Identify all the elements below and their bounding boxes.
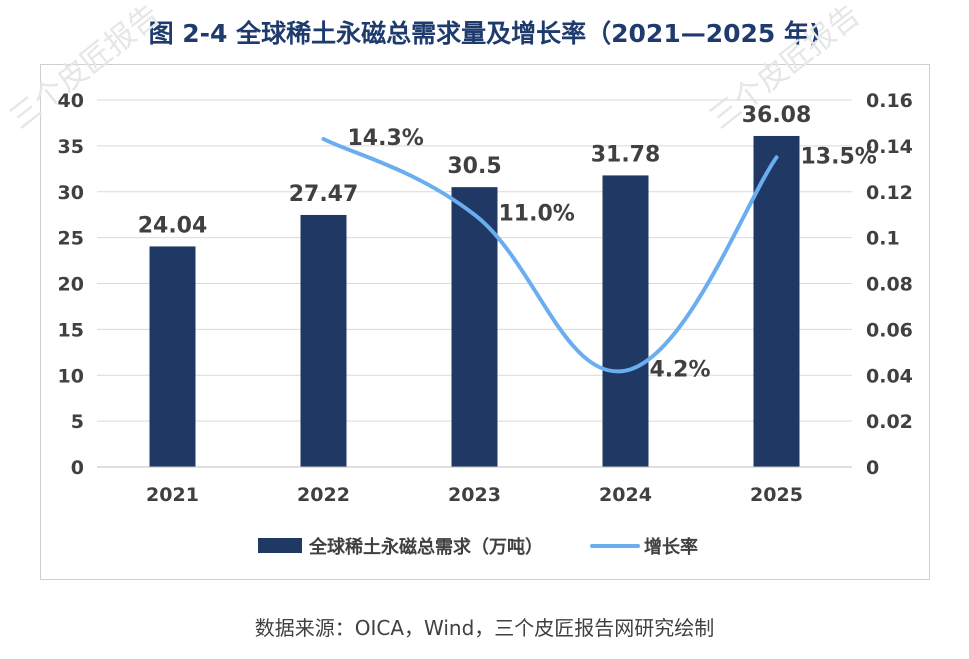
line-data-label: 14.3% [348, 126, 424, 151]
bar-data-label: 27.47 [289, 182, 359, 207]
line-data-label: 13.5% [801, 144, 877, 169]
growth-rate-line [321, 136, 779, 374]
y-left-tick-label: 30 [58, 182, 84, 204]
x-tick-label: 2023 [448, 484, 501, 506]
x-tick-label: 2024 [599, 484, 652, 506]
watermark-text: 三个皮匠报告 [3, 0, 166, 136]
line-data-label: 4.2% [650, 358, 711, 383]
y-left-tick-label: 35 [58, 136, 84, 158]
legend-swatch-bar [258, 538, 302, 553]
bar-data-label: 31.78 [591, 142, 661, 167]
bar [451, 187, 498, 467]
y-right-tick-label: 0.06 [866, 319, 913, 341]
bar-data-label: 24.04 [138, 213, 208, 238]
bar [602, 175, 649, 467]
y-left-tick-label: 15 [58, 319, 84, 341]
y-right-tick-label: 0.04 [866, 365, 913, 387]
data-source-note: 数据来源：OICA，Wind，三个皮匠报告网研究绘制 [254, 616, 715, 640]
y-right-tick-label: 0 [866, 457, 879, 479]
x-tick-label: 2022 [297, 484, 350, 506]
y-right-tick-label: 0.08 [866, 274, 913, 296]
y-left-tick-label: 0 [71, 457, 84, 479]
chart-title: 图 2-4 全球稀土永磁总需求量及增长率（2021—2025 年) [148, 19, 821, 48]
y-right-tick-label: 0.12 [866, 182, 913, 204]
y-right-tick-label: 0.1 [866, 228, 900, 250]
bar-data-label: 36.08 [742, 103, 812, 128]
bar [753, 135, 800, 467]
y-right-tick-label: 0.16 [866, 90, 913, 112]
y-left-tick-label: 5 [71, 411, 84, 433]
bar-data-label: 30.5 [447, 154, 501, 179]
y-left-tick-label: 40 [58, 90, 84, 112]
y-left-tick-label: 25 [58, 228, 84, 250]
line-data-label: 11.0% [499, 202, 575, 227]
y-left-tick-label: 20 [58, 274, 84, 296]
bar [149, 246, 196, 467]
x-tick-label: 2021 [146, 484, 199, 506]
y-right-tick-label: 0.14 [866, 136, 913, 158]
legend-label-line: 增长率 [644, 536, 698, 558]
x-tick-label: 2025 [750, 484, 803, 506]
y-right-tick-label: 0.02 [866, 411, 913, 433]
y-left-tick-label: 10 [58, 365, 84, 387]
legend-label-bar: 全球稀土永磁总需求（万吨） [308, 536, 543, 558]
bar [300, 214, 347, 467]
